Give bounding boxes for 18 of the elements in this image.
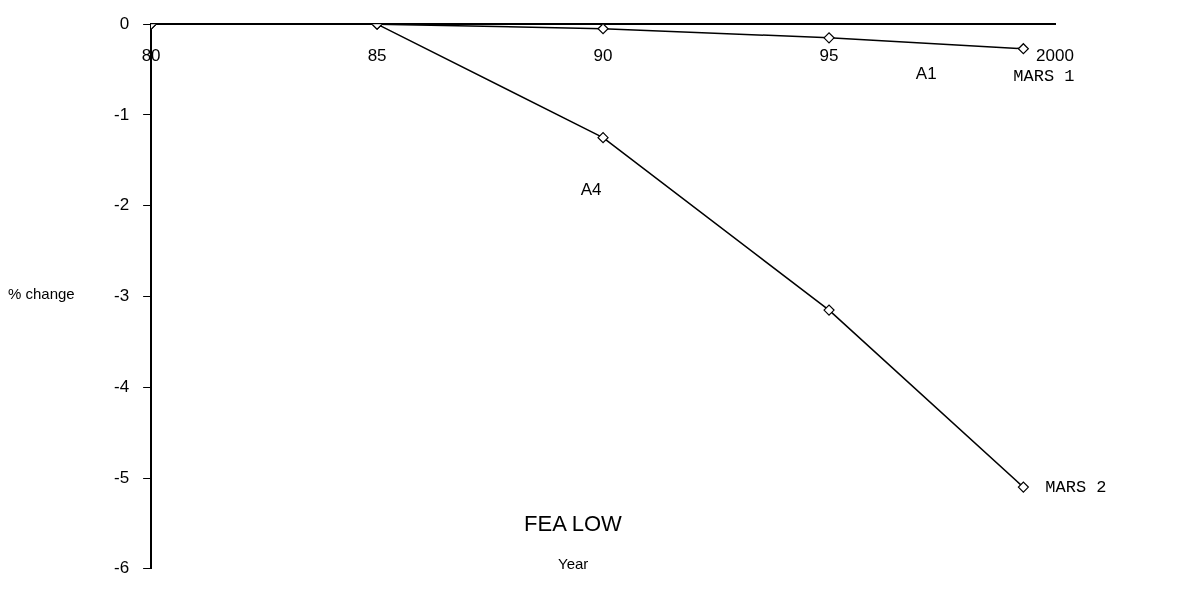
x-tick-label: 2000 [1036, 46, 1074, 66]
y-tick-label: -2 [113, 195, 130, 215]
x-tick-label: 90 [593, 46, 613, 66]
y-tick-label: -4 [113, 376, 130, 396]
y-tick-label: 0 [119, 13, 130, 33]
x-tick-label: 95 [819, 46, 839, 66]
y-tick-label: -3 [113, 286, 130, 306]
y-axis-title: % change [8, 284, 75, 302]
y-tick-label: -1 [113, 104, 130, 124]
series-label: A1 [915, 64, 937, 84]
y-tick-label: -6 [113, 558, 130, 578]
text: A4 [580, 180, 602, 200]
annotation: MARS 2 [1045, 477, 1107, 497]
annotation: MARS 1 [1013, 67, 1075, 87]
x-axis-title: Year [558, 554, 589, 572]
text: FEA LOW [524, 510, 622, 537]
y-tick-label: -5 [113, 467, 130, 487]
x-tick-label: 85 [367, 46, 387, 66]
